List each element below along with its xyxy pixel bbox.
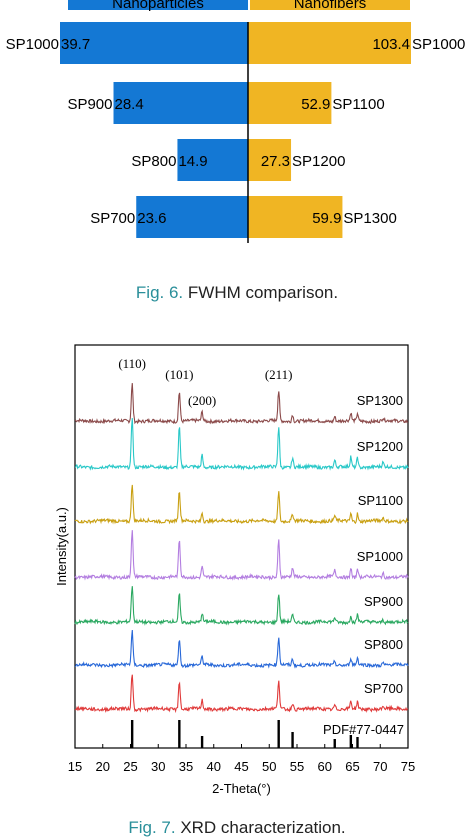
peak-hkl-label: (101) bbox=[165, 367, 193, 382]
x-tick-label: 35 bbox=[179, 759, 193, 774]
series-label: SP1300 bbox=[357, 393, 403, 408]
legend-label: Nanoparticles bbox=[112, 0, 204, 12]
fig6-caption-text: FWHM comparison. bbox=[187, 283, 339, 302]
xrd-series-line bbox=[74, 629, 409, 669]
legend-swatch bbox=[68, 0, 248, 10]
right-sample-label: SP1200 bbox=[292, 153, 345, 170]
fig7-caption-label: Fig. 7. bbox=[128, 818, 176, 837]
x-axis-title: 2-Theta(°) bbox=[212, 781, 271, 796]
left-value-label: 14.9 bbox=[178, 153, 207, 170]
x-tick-label: 25 bbox=[123, 759, 137, 774]
legend-label: Nanofibers bbox=[294, 0, 367, 12]
series-label: SP1000 bbox=[357, 549, 403, 564]
reference-line bbox=[349, 735, 353, 748]
reference-line bbox=[291, 732, 294, 748]
reference-line bbox=[130, 720, 134, 748]
peak-hkl-label: (211) bbox=[265, 367, 293, 382]
x-tick-label: 20 bbox=[96, 759, 110, 774]
left-sample-label: SP800 bbox=[131, 153, 176, 170]
x-tick-label: 75 bbox=[401, 759, 415, 774]
x-tick-label: 40 bbox=[207, 759, 221, 774]
x-tick-label: 45 bbox=[234, 759, 248, 774]
x-tick-label: 70 bbox=[373, 759, 387, 774]
nanofibers-bar bbox=[248, 22, 411, 64]
x-tick-label: 30 bbox=[151, 759, 165, 774]
fwhm-comparison-chart: Nanoparticles Nanofibers SP1000 39.7 103.4 S… bbox=[6, 0, 465, 243]
right-sample-label: SP1300 bbox=[343, 210, 396, 227]
x-tick-label: 15 bbox=[68, 759, 82, 774]
series-label: SP900 bbox=[364, 594, 403, 609]
nanoparticles-bar bbox=[136, 196, 248, 238]
x-tick-label: 50 bbox=[262, 759, 276, 774]
nanoparticles-bar bbox=[60, 22, 248, 64]
series-label: SP1200 bbox=[357, 439, 403, 454]
reference-line bbox=[356, 737, 359, 748]
series-label: SP700 bbox=[364, 681, 403, 696]
x-tick-label: 65 bbox=[345, 759, 359, 774]
nanoparticles-bar bbox=[177, 139, 248, 181]
reference-label: PDF#77-0447 bbox=[323, 722, 404, 737]
fig7-caption-text: XRD characterization. bbox=[180, 818, 346, 837]
nanofibers-bar bbox=[248, 196, 343, 238]
reference-line bbox=[277, 720, 280, 748]
peak-hkl-label: (110) bbox=[118, 356, 146, 371]
xrd-series-line bbox=[74, 418, 409, 471]
right-sample-label: SP1000 bbox=[412, 36, 465, 53]
left-value-label: 23.6 bbox=[137, 210, 166, 227]
fig6-caption-label: Fig. 6. bbox=[135, 283, 184, 302]
left-sample-label: SP700 bbox=[90, 210, 135, 227]
series-label: SP800 bbox=[364, 637, 403, 652]
left-value-label: 39.7 bbox=[61, 36, 90, 53]
reference-line bbox=[178, 720, 181, 748]
nanoparticles-bar bbox=[113, 82, 248, 124]
xrd-series-line bbox=[74, 674, 409, 714]
right-value-label: 103.4 bbox=[372, 36, 410, 53]
xrd-series-line bbox=[74, 484, 409, 525]
reference-line bbox=[200, 736, 204, 748]
peak-hkl-label: (200) bbox=[188, 393, 216, 408]
legend-swatch bbox=[250, 0, 410, 10]
xrd-series-line bbox=[74, 530, 409, 581]
left-sample-label: SP1000 bbox=[6, 36, 59, 53]
left-sample-label: SP900 bbox=[67, 96, 112, 113]
nanofibers-bar bbox=[248, 139, 292, 181]
right-value-label: 27.3 bbox=[261, 153, 290, 170]
fig6-caption: Fig. 6. FWHM comparison. bbox=[0, 283, 474, 303]
x-tick-label: 55 bbox=[290, 759, 304, 774]
right-value-label: 52.9 bbox=[301, 96, 330, 113]
right-sample-label: SP1100 bbox=[332, 96, 384, 113]
x-tick-label: 60 bbox=[318, 759, 332, 774]
xrd-series-line bbox=[74, 383, 409, 425]
reference-line bbox=[333, 739, 336, 748]
xrd-series-line bbox=[74, 586, 409, 626]
nanofibers-bar bbox=[248, 82, 332, 124]
left-value-label: 28.4 bbox=[115, 96, 144, 113]
right-value-label: 59.9 bbox=[312, 210, 341, 227]
fig7-caption: Fig. 7. XRD characterization. bbox=[0, 818, 474, 838]
y-axis-title: Intensity(a.u.) bbox=[54, 507, 69, 586]
series-label: SP1100 bbox=[358, 493, 403, 508]
